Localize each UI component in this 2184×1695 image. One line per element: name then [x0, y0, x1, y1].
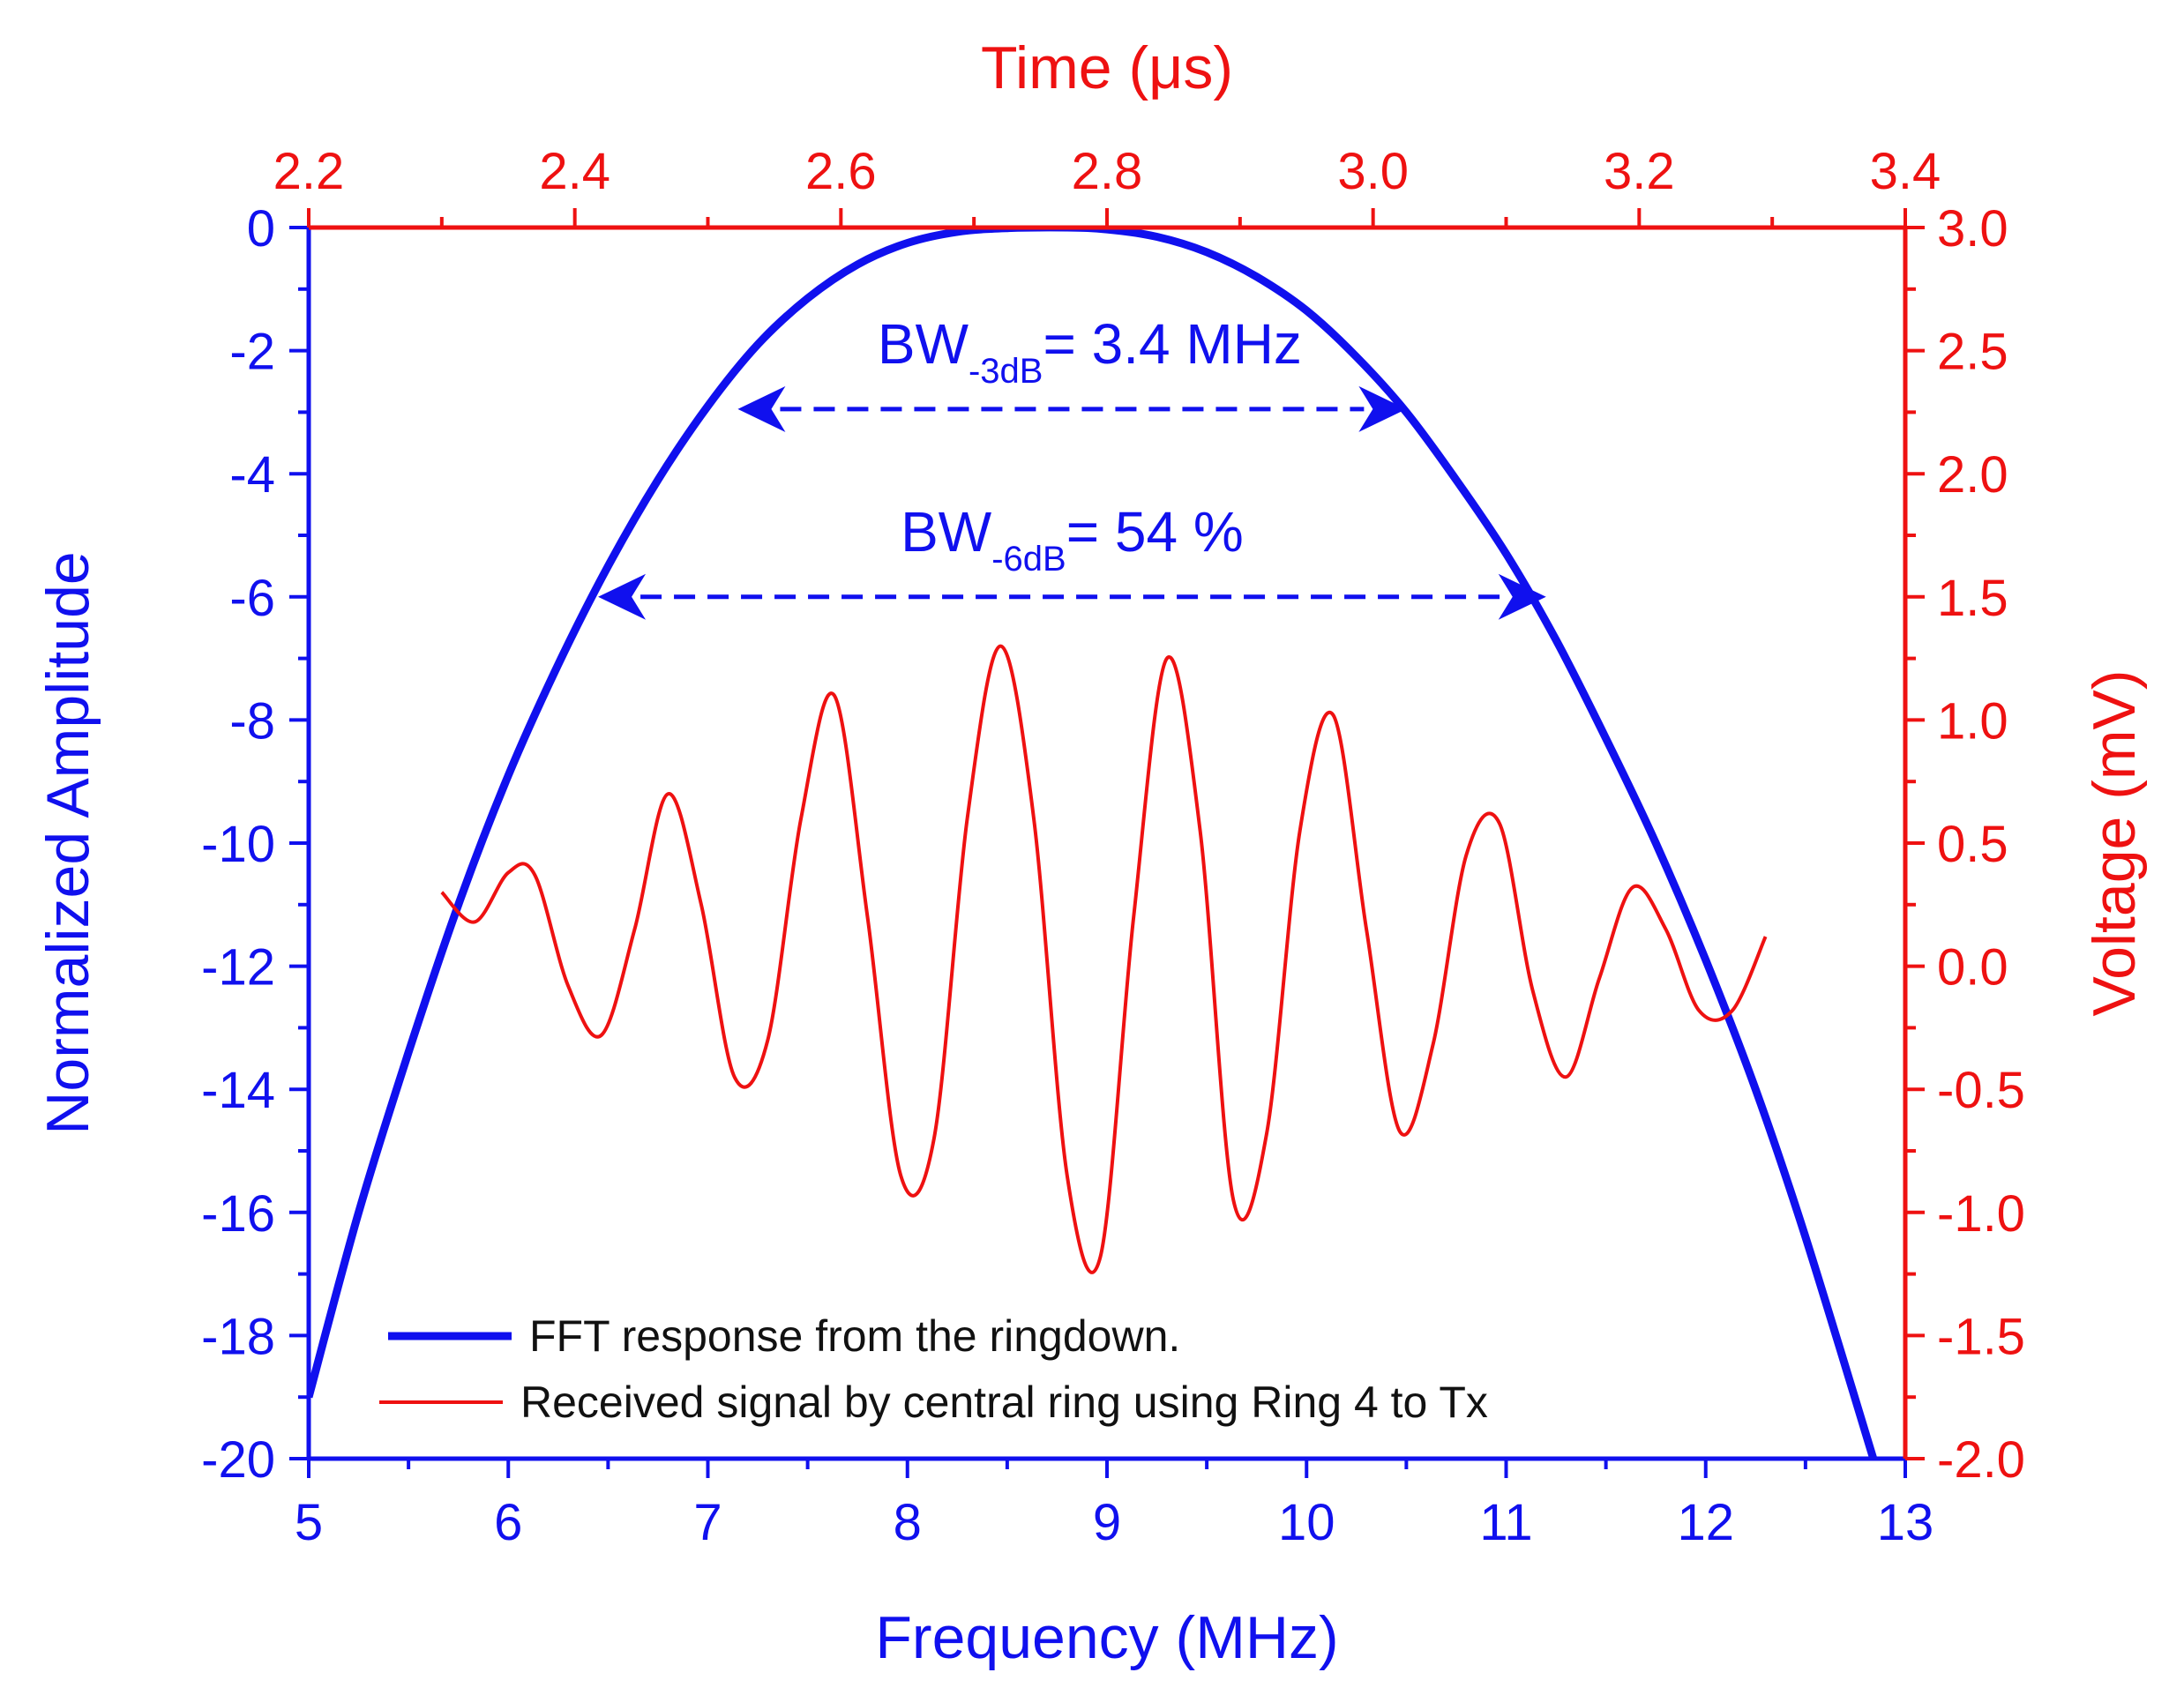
y-tick-label: -12 — [201, 939, 275, 997]
x-tick-label: 9 — [1093, 1494, 1121, 1551]
x-tick-label: 6 — [494, 1494, 522, 1551]
series-layer — [309, 228, 1878, 1459]
legend: FFT response from the ringdown. Received… — [379, 1311, 1488, 1427]
y2-tick-label: -2.0 — [1937, 1431, 2025, 1489]
x-tick-label: 12 — [1677, 1494, 1734, 1551]
x-tick-label: 7 — [693, 1494, 722, 1551]
y-tick-label: -10 — [201, 816, 275, 873]
y2-tick-label: -0.5 — [1937, 1062, 2025, 1119]
bandwidth-label-subscript: -6dB — [991, 540, 1066, 579]
x2-tick-label: 2.4 — [539, 143, 610, 200]
legend-label-fft: FFT response from the ringdown. — [529, 1311, 1180, 1361]
y2-tick-label: 1.5 — [1937, 570, 2008, 627]
bandwidth-label-value: = 54 % — [1066, 500, 1244, 564]
bandwidth-label-base: BW — [901, 500, 992, 564]
x-tick-label: 11 — [1479, 1494, 1532, 1551]
bandwidth-arrowhead-left — [737, 385, 786, 432]
bandwidth-arrowhead-right — [1498, 573, 1546, 620]
x2-tick-label: 3.0 — [1337, 143, 1409, 200]
bandwidth-annotation-label: BW-6dB= 54 % — [901, 500, 1244, 579]
y2-tick-label: 0.5 — [1937, 816, 2008, 873]
x2-tick-label: 3.2 — [1604, 143, 1675, 200]
y-tick-label: 0 — [247, 200, 275, 258]
y-tick-label: -20 — [201, 1431, 275, 1489]
x2-tick-label: 2.2 — [273, 143, 345, 200]
x2-axis-ticks: 2.2 2.4 2.6 2.8 3.0 3.2 3.4 — [273, 143, 1941, 228]
y2-axis-ticks: 3.0 2.5 2.0 1.5 1.0 0.5 0.0 -0.5 -1.0 -1.5 -2.0 — [1905, 200, 2025, 1489]
bandwidth-label-base: BW — [878, 312, 969, 376]
legend-label-signal: Received signal by central ring using Ri… — [520, 1378, 1488, 1427]
y2-axis-title: Voltage (mV) — [2081, 669, 2148, 1016]
y2-tick-label: -1.0 — [1937, 1185, 2025, 1243]
y2-tick-label: 2.5 — [1937, 324, 2008, 381]
y2-tick-label: 1.0 — [1937, 692, 2008, 750]
y-tick-label: -14 — [201, 1062, 275, 1119]
bandwidth-arrowhead-left — [598, 573, 647, 620]
x-axis-ticks: 5 6 7 8 9 10 11 12 13 — [295, 1459, 1933, 1551]
y2-tick-label: 3.0 — [1937, 200, 2008, 258]
x2-tick-label: 2.8 — [1072, 143, 1143, 200]
x-axis-title: Frequency (MHz) — [875, 1604, 1338, 1671]
y2-tick-label: -1.5 — [1937, 1308, 2025, 1365]
y-axis-ticks: 0 -2 -4 -6 -8 -10 -12 -14 -16 -18 -20 — [201, 200, 309, 1489]
y-tick-label: -4 — [229, 446, 275, 504]
y-tick-label: -8 — [229, 692, 275, 750]
y-tick-label: -2 — [229, 324, 275, 381]
y-tick-label: -6 — [229, 570, 275, 627]
received-signal-line — [440, 644, 1768, 1274]
y-tick-label: -18 — [201, 1308, 275, 1365]
x2-tick-label: 2.6 — [805, 143, 877, 200]
x2-tick-label: 3.4 — [1870, 143, 1941, 200]
bandwidth-label-subscript: -3dB — [969, 352, 1043, 391]
y-axis-title: Normalized Amplitude — [34, 551, 101, 1134]
x2-axis-title: Time (μs) — [981, 34, 1233, 101]
bandwidth-arrowhead-right — [1358, 385, 1407, 432]
y2-tick-label: 2.0 — [1937, 446, 2008, 504]
y2-tick-label: 0.0 — [1937, 939, 2008, 997]
x-tick-label: 13 — [1877, 1494, 1934, 1551]
x-tick-label: 10 — [1278, 1494, 1335, 1551]
y-tick-label: -16 — [201, 1185, 275, 1243]
x-tick-label: 5 — [295, 1494, 323, 1551]
bandwidth-annotation-label: BW-3dB= 3.4 MHz — [878, 312, 1302, 391]
x-tick-label: 8 — [894, 1494, 922, 1551]
bandwidth-label-value: = 3.4 MHz — [1043, 312, 1301, 376]
